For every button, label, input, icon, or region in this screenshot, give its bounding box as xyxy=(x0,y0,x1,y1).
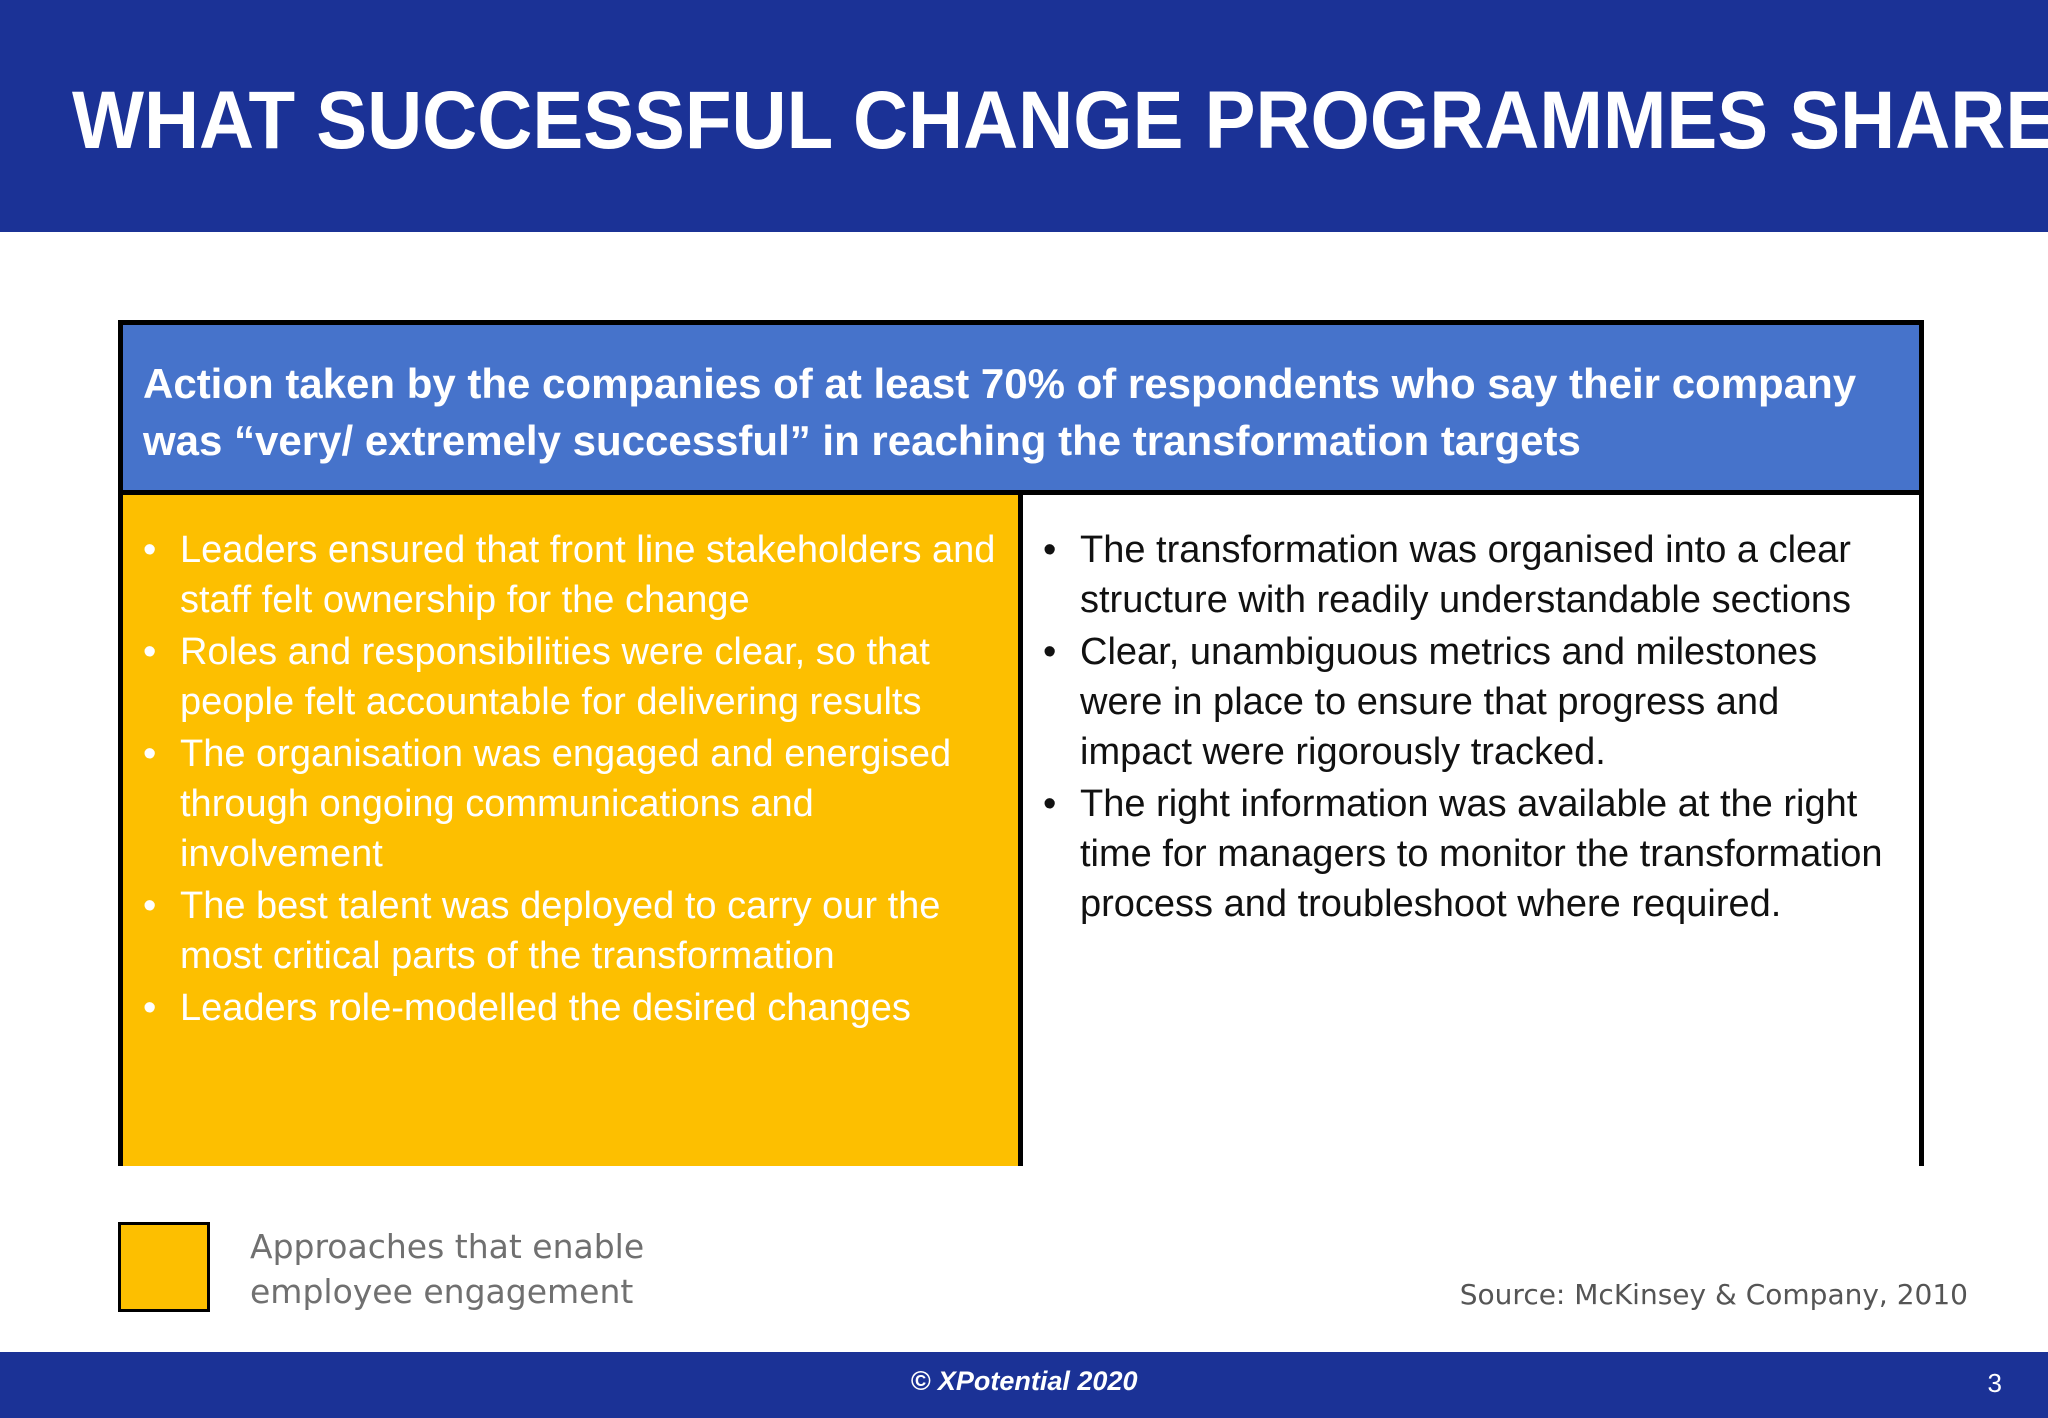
header-bar: WHAT SUCCESSFUL CHANGE PROGRAMMES SHARE xyxy=(0,0,2048,232)
list-item: The transformation was organised into a … xyxy=(1043,525,1899,625)
table-heading-row: Action taken by the companies of at leas… xyxy=(123,325,1919,495)
footer-bar: © XPotential 2020 3 xyxy=(0,1352,2048,1418)
engagement-list: Leaders ensured that front line stakehol… xyxy=(143,525,998,1033)
page-number: 3 xyxy=(1987,1368,2002,1398)
list-item: The best talent was deployed to carry ou… xyxy=(143,881,998,981)
table-heading-text: Action taken by the companies of at leas… xyxy=(143,360,1857,464)
legend-swatch xyxy=(118,1222,210,1312)
list-item: Leaders ensured that front line stakehol… xyxy=(143,525,998,625)
list-item: Leaders role-modelled the desired change… xyxy=(143,983,998,1033)
legend-label: Approaches that enable employee engageme… xyxy=(250,1227,645,1311)
copyright-text: © XPotential 2020 xyxy=(910,1366,1138,1396)
list-item: Roles and responsibilities were clear, s… xyxy=(143,627,998,727)
summary-table: Action taken by the companies of at leas… xyxy=(118,320,1924,1166)
engagement-column: Leaders ensured that front line stakehol… xyxy=(123,495,1023,1166)
source-citation: Source: McKinsey & Company, 2010 xyxy=(1459,1278,1968,1311)
structure-list: The transformation was organised into a … xyxy=(1043,525,1899,929)
list-item: The right information was available at t… xyxy=(1043,779,1899,929)
list-item: Clear, unambiguous metrics and milestone… xyxy=(1043,627,1899,777)
list-item: The organisation was engaged and energis… xyxy=(143,729,998,879)
structure-column: The transformation was organised into a … xyxy=(1023,495,1919,1166)
page-title: WHAT SUCCESSFUL CHANGE PROGRAMMES SHARE xyxy=(72,75,2048,166)
